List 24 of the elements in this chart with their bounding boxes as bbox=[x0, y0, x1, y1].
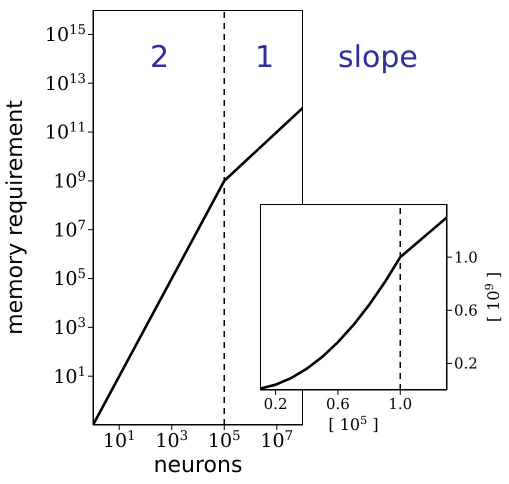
x-tick-label: 10$^{5}$ bbox=[208, 428, 241, 452]
annotation: 1 bbox=[255, 40, 274, 75]
y-tick-label: 10$^{1}$ bbox=[53, 364, 86, 388]
y-tick-label: 10$^{5}$ bbox=[53, 266, 86, 290]
y2-tick-label: 1.0 bbox=[454, 248, 478, 266]
x-tick-label: 10$^{7}$ bbox=[260, 428, 294, 452]
x-tick-label: 1.0 bbox=[388, 395, 412, 413]
x-tick-label: 10$^{3}$ bbox=[155, 428, 188, 452]
y-tick-label: 10$^{13}$ bbox=[44, 71, 86, 95]
y-tick-label: 10$^{7}$ bbox=[53, 218, 86, 242]
x-axis-title: [ 10$^{5}$ ] bbox=[328, 414, 379, 434]
y2-tick-label: 0.6 bbox=[454, 302, 478, 320]
text: slope bbox=[338, 40, 418, 75]
x-tick-label: 0.2 bbox=[264, 395, 288, 413]
x-tick-label: 0.6 bbox=[326, 395, 350, 413]
x-tick-label: 10$^{1}$ bbox=[102, 428, 136, 452]
y-tick-label: 10$^{9}$ bbox=[53, 169, 86, 193]
y2-tick-label: 0.2 bbox=[454, 354, 478, 373]
annotation: 2 bbox=[150, 40, 170, 75]
y-tick-label: 10$^{3}$ bbox=[53, 316, 86, 340]
y-axis-title: memory requirement bbox=[3, 100, 28, 335]
x-axis-title: neurons bbox=[154, 453, 242, 478]
y-tick-label: 10$^{11}$ bbox=[44, 120, 86, 144]
y-tick-label: 10$^{15}$ bbox=[44, 22, 86, 46]
